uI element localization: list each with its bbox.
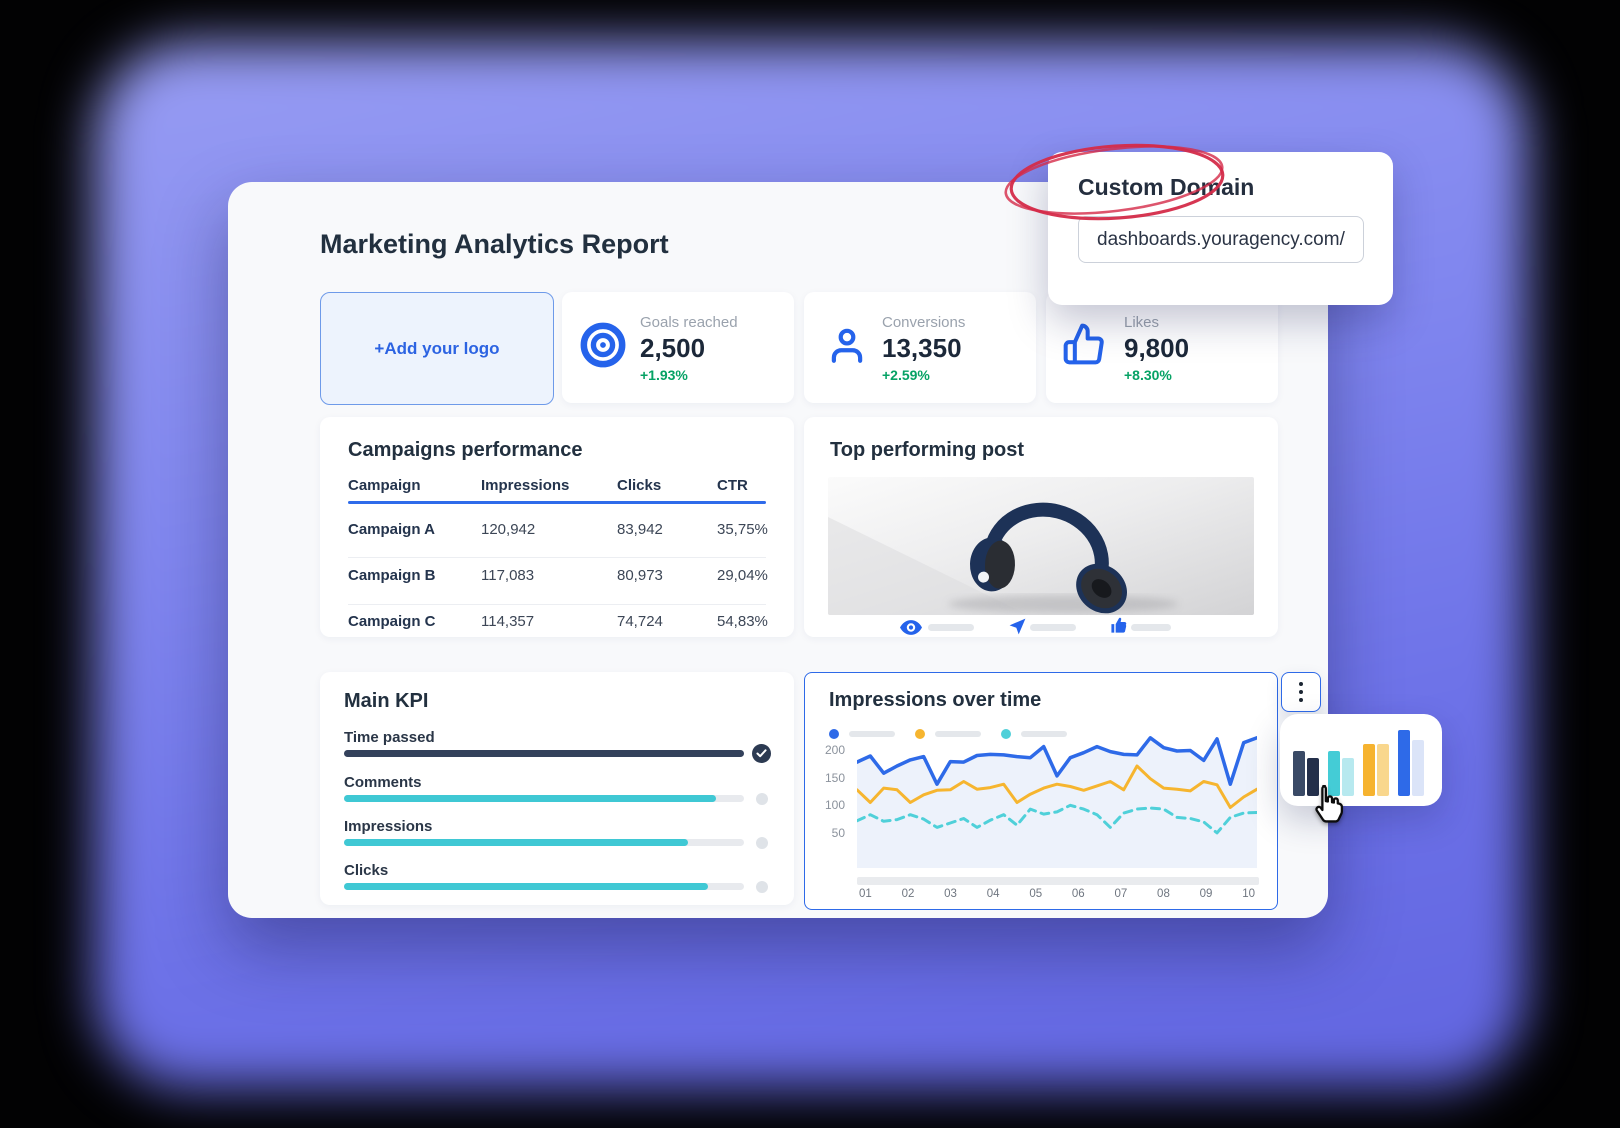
legend-skeleton	[1021, 731, 1067, 737]
skeleton-bar	[1131, 624, 1171, 631]
cell-campaign: Campaign B	[348, 567, 436, 584]
custom-domain-title: Custom Domain	[1078, 174, 1255, 200]
column-header: Clicks	[617, 477, 662, 494]
red-circle-annotation	[1002, 134, 1234, 235]
eye-icon	[900, 620, 922, 640]
kpi-end-dot	[756, 837, 768, 849]
campaigns-title: Campaigns performance	[348, 439, 583, 461]
post-photo-headphones	[828, 477, 1254, 615]
stat-label: Goals reached	[640, 314, 738, 331]
column-header: CTR	[717, 477, 748, 494]
row-divider	[348, 557, 766, 558]
share-arrow-icon	[1008, 617, 1027, 641]
user-icon	[826, 324, 872, 370]
table-row: Campaign A 120,942 83,942 35,75%	[348, 521, 768, 539]
legend-dot-blue	[829, 729, 839, 739]
stat-card-goals: Goals reached 2,500 +1.93%	[562, 292, 794, 403]
kpi-label: Impressions	[344, 818, 433, 835]
table-row: Campaign C 114,357 74,724 54,83%	[348, 613, 768, 631]
kpi-label: Clicks	[344, 862, 389, 879]
skeleton-bar	[1030, 624, 1076, 631]
cell-impressions: 120,942	[481, 521, 536, 538]
cell-impressions: 117,083	[481, 567, 535, 584]
add-logo-button[interactable]: +Add your logo	[320, 292, 554, 405]
stat-delta: +1.93%	[640, 367, 688, 383]
x-axis-strip	[857, 877, 1259, 885]
kpi-end-dot	[756, 793, 768, 805]
table-row: Campaign B 117,083 80,973 29,04%	[348, 567, 768, 585]
cell-ctr: 35,75%	[717, 521, 768, 538]
cell-campaign: Campaign A	[348, 521, 435, 538]
skeleton-bar	[928, 624, 974, 631]
cell-clicks: 74,724	[617, 613, 663, 630]
card-menu-button[interactable]	[1281, 672, 1321, 712]
table-header-row: Campaign Impressions Clicks CTR	[348, 477, 766, 495]
line-chart	[857, 736, 1257, 868]
check-badge-icon	[752, 744, 771, 763]
page-title: Marketing Analytics Report	[320, 229, 669, 259]
chart-title: Impressions over time	[829, 689, 1042, 711]
target-icon	[580, 322, 626, 368]
stat-card-conversions: Conversions 13,350 +2.59%	[804, 292, 1036, 403]
cell-campaign: Campaign C	[348, 613, 436, 630]
main-kpi-title: Main KPI	[344, 690, 429, 712]
stat-label: Likes	[1124, 314, 1160, 331]
legend-item	[829, 729, 895, 739]
legend-item	[915, 729, 981, 739]
cell-ctr: 54,83%	[717, 613, 768, 630]
legend-skeleton	[849, 731, 895, 737]
cell-ctr: 29,04%	[717, 567, 768, 584]
legend-dot-teal	[1001, 729, 1011, 739]
kpi-bar	[344, 839, 744, 846]
main-kpi-card: Main KPI Time passed Comments Impression…	[320, 672, 794, 905]
thumbs-up-icon	[1110, 617, 1127, 639]
stat-delta: +8.30%	[1124, 367, 1172, 383]
column-header: Impressions	[481, 477, 570, 494]
hand-cursor-icon	[1306, 780, 1352, 837]
campaigns-performance-card: Campaigns performance Campaign Impressio…	[320, 417, 794, 637]
stat-label: Conversions	[882, 314, 966, 331]
custom-domain-popup: Custom Domain	[1048, 152, 1393, 305]
kpi-bar	[344, 795, 744, 802]
stat-delta: +2.59%	[882, 367, 930, 383]
chart-legend	[829, 729, 1067, 739]
stat-value: 9,800	[1124, 333, 1190, 363]
domain-input[interactable]	[1078, 216, 1364, 263]
stat-value: 13,350	[882, 333, 962, 363]
top-post-card: Top performing post	[804, 417, 1278, 637]
legend-dot-yellow	[915, 729, 925, 739]
top-post-title: Top performing post	[830, 439, 1025, 461]
table-header-underline	[348, 501, 766, 504]
kpi-label: Comments	[344, 774, 422, 791]
cell-clicks: 83,942	[617, 521, 663, 538]
legend-item	[1001, 729, 1067, 739]
cell-clicks: 80,973	[617, 567, 663, 584]
cell-impressions: 114,357	[481, 613, 535, 630]
kpi-end-dot	[756, 881, 768, 893]
impressions-chart-card[interactable]: Impressions over time 200 150 100 50 01 02 03…	[804, 672, 1278, 910]
stat-card-likes: Likes 9,800 +8.30%	[1046, 292, 1278, 403]
legend-skeleton	[935, 731, 981, 737]
stat-value: 2,500	[640, 333, 706, 363]
thumbs-up-icon	[1062, 322, 1108, 368]
chart-type-popup[interactable]	[1280, 714, 1442, 806]
row-divider	[348, 604, 766, 605]
kpi-label: Time passed	[344, 729, 435, 746]
kpi-bar	[344, 750, 744, 757]
column-header: Campaign	[348, 477, 421, 494]
kpi-bar	[344, 883, 744, 890]
x-axis-labels: 01 02 03 04 05 06 07 08 09 10	[859, 888, 1255, 900]
add-logo-label: +Add your logo	[374, 338, 500, 358]
mini-bar-chart	[1293, 730, 1433, 796]
